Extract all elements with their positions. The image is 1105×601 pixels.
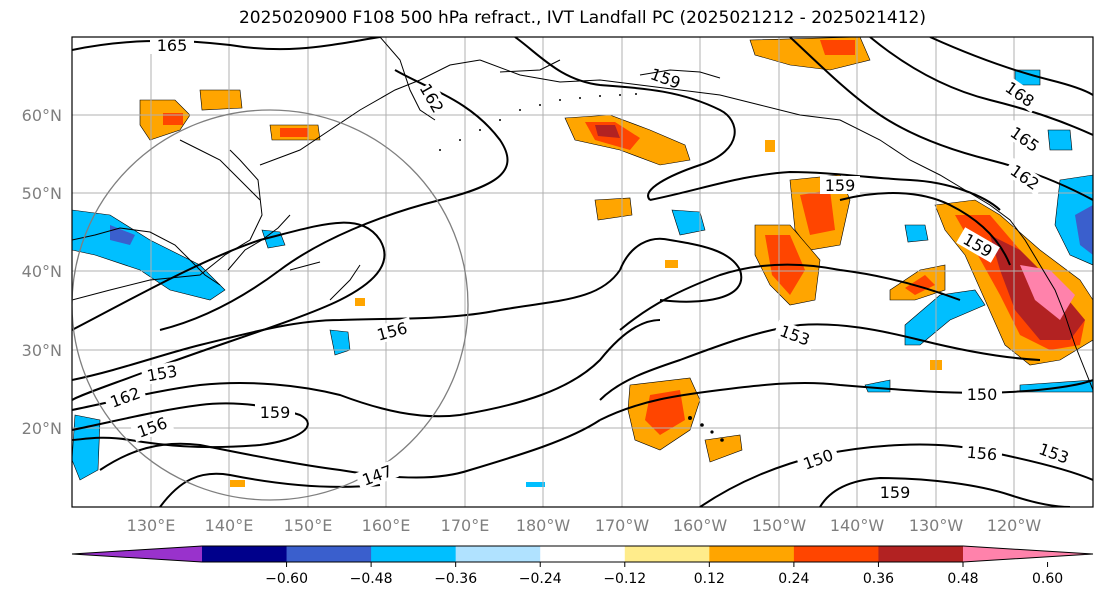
colorbar-arrow-left <box>72 546 202 562</box>
lat-label: 30°N <box>22 341 62 360</box>
colorbar-segment <box>371 546 457 562</box>
colorbar-segment <box>624 546 710 562</box>
map-frame <box>71 36 1094 508</box>
refractivity-contours <box>72 37 1093 507</box>
colorbar-outline <box>71 545 1094 563</box>
lat-label: 60°N <box>22 106 62 125</box>
islands <box>439 93 724 442</box>
latitude-labels: 60°N 50°N 40°N 30°N 20°N <box>22 106 62 438</box>
lon-label: 160°E <box>362 516 411 535</box>
lat-label: 50°N <box>22 184 62 203</box>
lon-label: 150°W <box>752 516 807 535</box>
colorbar-segment <box>793 546 879 562</box>
lon-label: 170°E <box>441 516 490 535</box>
lon-label: 160°W <box>673 516 728 535</box>
longitude-labels: 130°E 140°E 150°E 160°E 170°E 180°W 170°… <box>127 516 1042 535</box>
colorbar: −0.60 −0.48 −0.36 −0.24 −0.12 0.12 0.24 0.36 0.4… <box>71 545 1094 587</box>
coastlines <box>72 37 1093 391</box>
colorbar-segment <box>709 546 795 562</box>
lon-label: 150°E <box>284 516 333 535</box>
great-circle-outline <box>72 109 469 501</box>
colorbar-tick-label: 0.12 <box>694 571 725 587</box>
colorbar-segment <box>455 546 541 562</box>
colorbar-tick-label: 0.36 <box>863 571 894 587</box>
lon-label: 130°W <box>909 516 964 535</box>
graticule <box>72 37 1093 507</box>
colorbar-tick-label: −0.24 <box>519 571 562 587</box>
lon-label: 140°W <box>830 516 885 535</box>
colorbar-tick-label: 0.48 <box>947 571 978 587</box>
lon-label: 180°W <box>516 516 571 535</box>
contour-label: 150 <box>967 385 998 404</box>
colorbar-tick-label: −0.48 <box>350 571 393 587</box>
colorbar-segment <box>540 546 626 562</box>
contour-label: 156 <box>966 443 998 465</box>
colorbar-segment <box>286 546 372 562</box>
map-title: 2025020900 F108 500 hPa refract., IVT La… <box>238 8 926 28</box>
colorbar-segment <box>878 546 964 562</box>
colorbar-segment <box>202 546 288 562</box>
colorbar-arrow-right <box>963 546 1093 562</box>
contour-label: 159 <box>260 403 291 422</box>
lon-label: 140°E <box>205 516 254 535</box>
lon-label: 120°W <box>987 516 1042 535</box>
lat-label: 20°N <box>22 419 62 438</box>
lat-label: 40°N <box>22 262 62 281</box>
colorbar-tick-label: 0.24 <box>778 571 809 587</box>
colorbar-tick-label: −0.12 <box>603 571 646 587</box>
colorbar-tick-label: 0.60 <box>1032 571 1063 587</box>
lon-label: 130°E <box>127 516 176 535</box>
lon-label: 170°W <box>595 516 650 535</box>
contour-label: 159 <box>880 483 911 502</box>
colorbar-tick-label: −0.60 <box>265 571 308 587</box>
contour-label: 159 <box>825 176 856 195</box>
colorbar-tick-label: −0.36 <box>434 571 477 587</box>
contour-label: 165 <box>157 36 188 55</box>
